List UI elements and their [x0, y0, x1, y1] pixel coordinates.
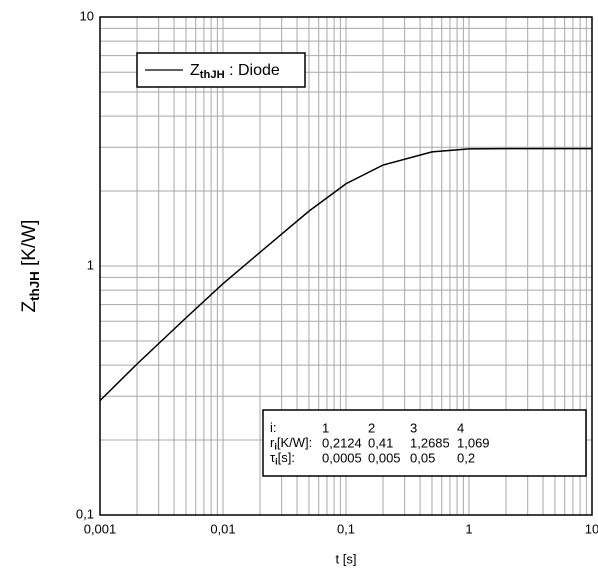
text: [K/W]: [19, 220, 40, 272]
x-tick-label: 10: [585, 521, 598, 536]
table-cell: 0,05: [410, 450, 435, 465]
rich-label: ri[K/W]:: [270, 435, 312, 451]
subscript: i: [275, 457, 278, 467]
table-cell: 0,0005: [322, 450, 362, 465]
table-cell: 3: [410, 420, 417, 435]
table-cell: 0,41: [368, 435, 393, 450]
data-line: [99, 147, 592, 402]
x-tick-label: 0,1: [337, 521, 355, 536]
x-tick-label: 0,01: [210, 521, 235, 536]
text: : Diode: [225, 62, 280, 79]
subscript: i: [274, 442, 277, 452]
symbol: τ: [270, 450, 276, 465]
table-cell: 0,005: [368, 450, 401, 465]
subscript: thJH: [26, 271, 41, 301]
symbol: Z: [19, 300, 40, 312]
text: :: [273, 420, 277, 435]
rich-label: ZthJH [K/W]: [19, 220, 41, 313]
symbol: Z: [190, 62, 200, 79]
table-cell: 1: [322, 420, 329, 435]
table-cell: 0,2: [457, 450, 475, 465]
text: [s]:: [278, 450, 295, 465]
rich-label: i:: [270, 420, 277, 435]
x-tick-label: 0,001: [84, 521, 117, 536]
y-tick-label: 0,1: [76, 506, 94, 521]
x-tick-label: 1: [465, 521, 472, 536]
symbol: i: [270, 420, 273, 435]
symbol: r: [270, 435, 275, 450]
table-box: [262, 409, 587, 477]
plot-frame: [99, 16, 593, 516]
rich-label: ZthJH : Diode: [190, 62, 280, 81]
table-cell: 1,069: [457, 435, 490, 450]
y-tick-label: 1: [87, 257, 94, 272]
subscript: thJH: [200, 69, 225, 81]
rich-label: τi[s]:: [270, 450, 295, 466]
table-cell: 1,2685: [410, 435, 450, 450]
text: [K/W]:: [277, 435, 312, 450]
table-cell: 0,2124: [322, 435, 362, 450]
x-axis-label: t [s]: [336, 551, 357, 566]
table-cell: 4: [457, 420, 464, 435]
table-cell: 2: [368, 420, 375, 435]
y-tick-label: 10: [80, 8, 94, 23]
